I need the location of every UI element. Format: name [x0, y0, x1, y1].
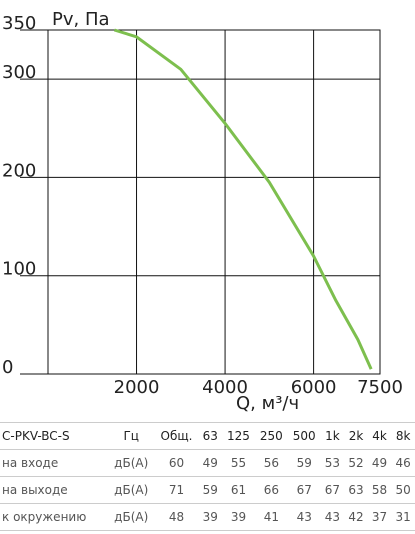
plot-frame	[47, 29, 381, 375]
cell: 56	[254, 449, 288, 477]
cell: 49	[367, 449, 392, 477]
header-cell: 63	[198, 422, 223, 450]
cell: 46	[391, 449, 415, 477]
cell: дБ(А)	[107, 449, 155, 477]
header-cell: 1k	[320, 422, 345, 450]
cell: 43	[287, 503, 321, 531]
header-cell: Гц	[107, 422, 155, 450]
header-cell: Общ.	[154, 422, 199, 450]
cell: 52	[344, 449, 368, 477]
cell: 59	[287, 449, 321, 477]
cell: 41	[254, 503, 288, 531]
header-cell: 8k	[391, 422, 415, 450]
cell: 59	[198, 476, 223, 504]
cell: к окружению	[0, 503, 108, 531]
table-header: C-PKV-BC-S Гц Общ. 63 125 250 500 1k 2k 4k 8k	[0, 422, 415, 450]
y-tick-label: 300	[2, 62, 36, 83]
cell: 53	[320, 449, 345, 477]
header-cell: 125	[222, 422, 255, 450]
y-tick-label: 0	[2, 357, 13, 378]
cell: на выходе	[0, 476, 108, 504]
cell: дБ(А)	[107, 503, 155, 531]
cell: 43	[320, 503, 345, 531]
cell: дБ(А)	[107, 476, 155, 504]
chart: Pv, Па Q, м³/ч 0 100 200 300 350 2000 4000 6000…	[2, 9, 403, 414]
cell: 39	[198, 503, 223, 531]
cell: 37	[367, 503, 392, 531]
cell: на входе	[0, 449, 108, 477]
cell: 61	[222, 476, 255, 504]
y-axis-label: Pv, Па	[52, 9, 110, 30]
x-tick-label: 2000	[114, 377, 160, 398]
header-cell: 4k	[367, 422, 392, 450]
header-cell: 2k	[344, 422, 368, 450]
cell: 67	[287, 476, 321, 504]
header-cell: 500	[287, 422, 321, 450]
noise-table: C-PKV-BC-S Гц Общ. 63 125 250 500 1k 2k 4k 8k на в…	[0, 422, 415, 531]
cell: 49	[198, 449, 223, 477]
cell: 63	[344, 476, 368, 504]
table-row: на выходе дБ(А) 71 59 61 66 67 67 63 58 50	[0, 476, 415, 504]
x-tick-label: 4000	[202, 377, 248, 398]
cell: 31	[391, 503, 415, 531]
table-row: на входе дБ(А) 60 49 55 56 59 53 52 49 46	[0, 449, 415, 477]
header-cell: 250	[254, 422, 288, 450]
x-axis-label: Q, м³/ч	[236, 393, 299, 414]
cell: 67	[320, 476, 345, 504]
cell: 50	[391, 476, 415, 504]
cell: 66	[254, 476, 288, 504]
x-tick-label: 6000	[291, 377, 337, 398]
y-tick-label: 200	[2, 160, 36, 181]
cell: 42	[344, 503, 368, 531]
y-tick-label: 350	[2, 13, 36, 34]
cell: 58	[367, 476, 392, 504]
cell: 55	[222, 449, 255, 477]
curve	[113, 28, 373, 370]
cell: 71	[154, 476, 199, 504]
table-row: к окружению дБ(А) 48 39 39 41 43 43 42 37 31	[0, 503, 415, 531]
cell: 60	[154, 449, 199, 477]
y-tick-label: 100	[2, 259, 36, 280]
x-tick-label: 7500	[357, 377, 403, 398]
header-cell: C-PKV-BC-S	[0, 422, 108, 450]
cell: 39	[222, 503, 255, 531]
cell: 48	[154, 503, 199, 531]
